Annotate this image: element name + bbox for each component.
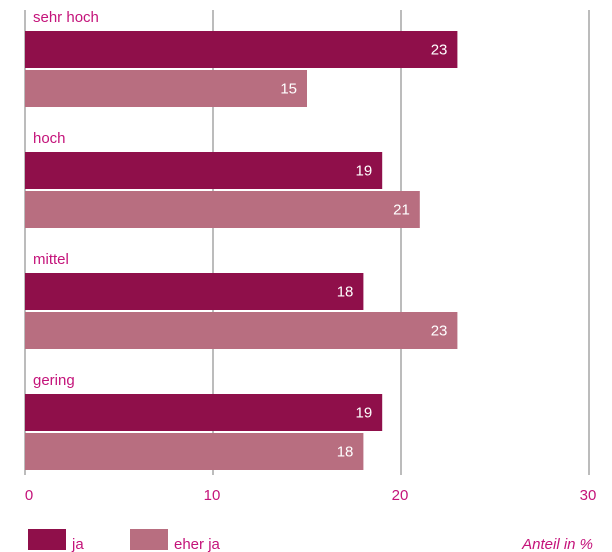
bars — [25, 31, 458, 470]
bar — [25, 394, 383, 431]
data-label: 19 — [356, 163, 373, 180]
data-label: 18 — [337, 284, 354, 301]
category-label: mittel — [33, 251, 69, 268]
legend-label: ja — [71, 536, 84, 552]
bar — [25, 433, 364, 470]
data-label: 18 — [337, 444, 354, 461]
bar — [25, 31, 458, 68]
x-tick-label: 10 — [204, 487, 221, 504]
data-label: 23 — [431, 323, 448, 340]
data-label: 19 — [356, 405, 373, 422]
bar — [25, 191, 420, 228]
category-label: sehr hoch — [33, 9, 99, 26]
bar — [25, 312, 458, 349]
x-tick-label: 0 — [25, 487, 33, 504]
x-axis-unit-label: Anteil in % — [521, 536, 593, 552]
x-tick-label: 20 — [392, 487, 409, 504]
category-label: gering — [33, 372, 75, 389]
data-label: 23 — [431, 42, 448, 59]
legend-label: eher ja — [174, 536, 221, 552]
category-label: hoch — [33, 130, 66, 147]
bar — [25, 152, 383, 189]
data-label: 15 — [280, 81, 297, 98]
legend-swatch — [28, 529, 66, 550]
labels: 0 10 20 30 sehr hoch 23 15 hoch 19 21 mittel 18 23 ge… — [25, 9, 597, 552]
bar — [25, 70, 307, 107]
data-label: 21 — [393, 202, 410, 219]
x-tick-label: 30 — [580, 487, 597, 504]
legend: ja eher ja — [28, 529, 221, 552]
bar — [25, 273, 364, 310]
legend-swatch — [130, 529, 168, 550]
